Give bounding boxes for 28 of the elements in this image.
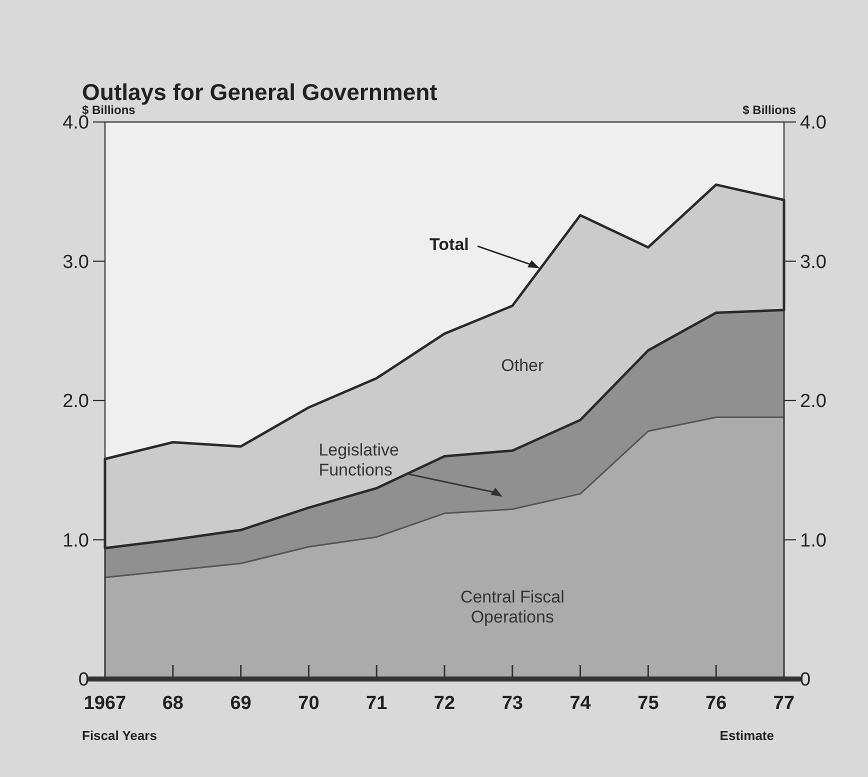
x-tick-label: 69 (230, 693, 252, 714)
series-label: Other (501, 356, 544, 375)
x-tick-label: 1967 (84, 693, 126, 714)
y-tick-label: 0 (78, 670, 89, 691)
chart-title: Outlays for General Government (82, 79, 438, 105)
y2-tick-label: 3.0 (800, 252, 826, 273)
y2-tick-label: 0 (800, 670, 811, 691)
series-label: Central Fiscal Operations (460, 588, 564, 627)
y-tick-label: 3.0 (62, 252, 89, 273)
x-tick-label: 74 (570, 693, 592, 714)
y2-tick-label: 2.0 (800, 391, 826, 412)
x-axis-title: Fiscal Years (82, 728, 157, 743)
x-tick-label: 70 (298, 693, 320, 714)
x-tick-label: 76 (706, 693, 727, 714)
x-tick-label: 77 (773, 693, 795, 714)
x-tick-label: 75 (638, 693, 660, 714)
series-label: Legislative Functions (318, 440, 400, 480)
x-tick-label: 68 (162, 693, 184, 714)
y-tick-label: 2.0 (62, 391, 89, 412)
x-tick-label: 71 (366, 693, 388, 714)
text: Estimate (720, 728, 774, 743)
x-tick-label: 72 (434, 693, 456, 714)
annotation: Total (430, 235, 469, 254)
y2-tick-label: 4.0 (800, 112, 826, 134)
y2-axis-title: $ Billions (742, 103, 796, 117)
y-tick-label: 1.0 (62, 530, 89, 552)
y2-tick-label: 1.0 (800, 530, 826, 552)
x-tick-label: 73 (502, 693, 523, 714)
